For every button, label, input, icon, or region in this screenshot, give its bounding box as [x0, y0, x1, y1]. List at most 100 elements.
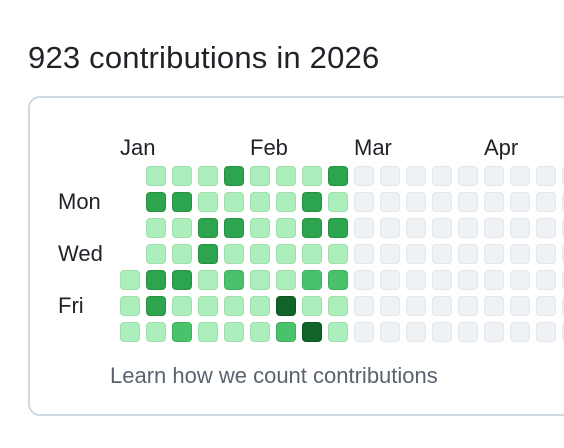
- contribution-cell-tue-week-10[interactable]: [354, 218, 374, 238]
- contribution-cell-tue-week-7[interactable]: [276, 218, 296, 238]
- contribution-cell-fri-week-9[interactable]: [328, 296, 348, 316]
- contribution-cell-mon-week-4[interactable]: [198, 192, 218, 212]
- contribution-cell-thu-week-10[interactable]: [354, 270, 374, 290]
- contribution-cell-mon-week-15[interactable]: [484, 192, 504, 212]
- contribution-cell-fri-week-2[interactable]: [146, 296, 166, 316]
- contribution-cell-fri-week-10[interactable]: [354, 296, 374, 316]
- learn-how-we-count-link[interactable]: Learn how we count contributions: [110, 363, 438, 388]
- contribution-cell-thu-week-5[interactable]: [224, 270, 244, 290]
- contribution-cell-thu-week-15[interactable]: [484, 270, 504, 290]
- contribution-cell-sun-week-11[interactable]: [380, 166, 400, 186]
- contribution-cell-thu-week-16[interactable]: [510, 270, 530, 290]
- contribution-cell-sun-week-17[interactable]: [536, 166, 556, 186]
- contribution-cell-sat-week-17[interactable]: [536, 322, 556, 342]
- contribution-cell-fri-week-12[interactable]: [406, 296, 426, 316]
- contribution-cell-wed-week-15[interactable]: [484, 244, 504, 264]
- contribution-cell-sat-week-7[interactable]: [276, 322, 296, 342]
- contribution-cell-sat-week-13[interactable]: [432, 322, 452, 342]
- contribution-cell-sun-week-10[interactable]: [354, 166, 374, 186]
- contribution-cell-mon-week-12[interactable]: [406, 192, 426, 212]
- contribution-cell-wed-week-11[interactable]: [380, 244, 400, 264]
- contribution-cell-tue-week-9[interactable]: [328, 218, 348, 238]
- contribution-cell-fri-week-17[interactable]: [536, 296, 556, 316]
- contribution-cell-mon-week-9[interactable]: [328, 192, 348, 212]
- contribution-cell-thu-week-9[interactable]: [328, 270, 348, 290]
- contribution-cell-wed-week-10[interactable]: [354, 244, 374, 264]
- contribution-cell-mon-week-7[interactable]: [276, 192, 296, 212]
- contribution-cell-wed-week-16[interactable]: [510, 244, 530, 264]
- contribution-cell-tue-week-12[interactable]: [406, 218, 426, 238]
- contribution-cell-sun-week-4[interactable]: [198, 166, 218, 186]
- contribution-cell-sun-week-13[interactable]: [432, 166, 452, 186]
- contribution-cell-sun-week-16[interactable]: [510, 166, 530, 186]
- contribution-cell-thu-week-14[interactable]: [458, 270, 478, 290]
- contribution-cell-mon-week-17[interactable]: [536, 192, 556, 212]
- contribution-cell-mon-week-3[interactable]: [172, 192, 192, 212]
- contribution-cell-fri-week-5[interactable]: [224, 296, 244, 316]
- contribution-cell-sat-week-5[interactable]: [224, 322, 244, 342]
- contribution-cell-thu-week-2[interactable]: [146, 270, 166, 290]
- contribution-cell-wed-week-9[interactable]: [328, 244, 348, 264]
- contribution-cell-wed-week-3[interactable]: [172, 244, 192, 264]
- contribution-cell-sat-week-8[interactable]: [302, 322, 322, 342]
- contribution-cell-sun-week-12[interactable]: [406, 166, 426, 186]
- contribution-cell-sun-week-7[interactable]: [276, 166, 296, 186]
- contribution-cell-mon-week-5[interactable]: [224, 192, 244, 212]
- contribution-cell-sat-week-16[interactable]: [510, 322, 530, 342]
- contribution-cell-sun-week-15[interactable]: [484, 166, 504, 186]
- contribution-cell-tue-week-15[interactable]: [484, 218, 504, 238]
- contribution-cell-thu-week-12[interactable]: [406, 270, 426, 290]
- contribution-cell-sat-week-3[interactable]: [172, 322, 192, 342]
- contribution-cell-sat-week-2[interactable]: [146, 322, 166, 342]
- contribution-cell-sun-week-14[interactable]: [458, 166, 478, 186]
- contribution-cell-sat-week-10[interactable]: [354, 322, 374, 342]
- contribution-cell-mon-week-13[interactable]: [432, 192, 452, 212]
- contribution-cell-fri-week-11[interactable]: [380, 296, 400, 316]
- contribution-cell-sat-week-6[interactable]: [250, 322, 270, 342]
- contribution-cell-thu-week-17[interactable]: [536, 270, 556, 290]
- contribution-cell-thu-week-4[interactable]: [198, 270, 218, 290]
- contribution-cell-wed-week-7[interactable]: [276, 244, 296, 264]
- contribution-cell-thu-week-6[interactable]: [250, 270, 270, 290]
- contribution-cell-fri-week-15[interactable]: [484, 296, 504, 316]
- contribution-cell-tue-week-11[interactable]: [380, 218, 400, 238]
- contribution-cell-sun-week-2[interactable]: [146, 166, 166, 186]
- contribution-cell-wed-week-6[interactable]: [250, 244, 270, 264]
- contribution-cell-tue-week-8[interactable]: [302, 218, 322, 238]
- contribution-cell-tue-week-5[interactable]: [224, 218, 244, 238]
- contribution-cell-mon-week-14[interactable]: [458, 192, 478, 212]
- contribution-cell-sat-week-4[interactable]: [198, 322, 218, 342]
- contribution-cell-wed-week-17[interactable]: [536, 244, 556, 264]
- contribution-cell-wed-week-4[interactable]: [198, 244, 218, 264]
- contribution-cell-fri-week-7[interactable]: [276, 296, 296, 316]
- contribution-cell-sun-week-9[interactable]: [328, 166, 348, 186]
- contribution-cell-fri-week-1[interactable]: [120, 296, 140, 316]
- contribution-cell-sun-week-6[interactable]: [250, 166, 270, 186]
- contribution-cell-sat-week-11[interactable]: [380, 322, 400, 342]
- contribution-cell-wed-week-12[interactable]: [406, 244, 426, 264]
- contribution-cell-fri-week-4[interactable]: [198, 296, 218, 316]
- contribution-cell-thu-week-11[interactable]: [380, 270, 400, 290]
- contribution-cell-fri-week-8[interactable]: [302, 296, 322, 316]
- contribution-cell-wed-week-8[interactable]: [302, 244, 322, 264]
- contribution-cell-wed-week-2[interactable]: [146, 244, 166, 264]
- contribution-cell-thu-week-8[interactable]: [302, 270, 322, 290]
- contribution-cell-sat-week-14[interactable]: [458, 322, 478, 342]
- contribution-cell-mon-week-6[interactable]: [250, 192, 270, 212]
- contribution-cell-sat-week-12[interactable]: [406, 322, 426, 342]
- contribution-cell-fri-week-14[interactable]: [458, 296, 478, 316]
- contribution-cell-thu-week-7[interactable]: [276, 270, 296, 290]
- contribution-cell-sun-week-8[interactable]: [302, 166, 322, 186]
- contribution-cell-mon-week-11[interactable]: [380, 192, 400, 212]
- contribution-cell-tue-week-17[interactable]: [536, 218, 556, 238]
- contribution-cell-tue-week-14[interactable]: [458, 218, 478, 238]
- contribution-cell-fri-week-3[interactable]: [172, 296, 192, 316]
- contribution-cell-fri-week-16[interactable]: [510, 296, 530, 316]
- contribution-cell-thu-week-3[interactable]: [172, 270, 192, 290]
- contribution-cell-sun-week-5[interactable]: [224, 166, 244, 186]
- contribution-cell-sat-week-15[interactable]: [484, 322, 504, 342]
- contribution-cell-tue-week-13[interactable]: [432, 218, 452, 238]
- contribution-cell-fri-week-13[interactable]: [432, 296, 452, 316]
- contribution-cell-tue-week-3[interactable]: [172, 218, 192, 238]
- contribution-cell-mon-week-8[interactable]: [302, 192, 322, 212]
